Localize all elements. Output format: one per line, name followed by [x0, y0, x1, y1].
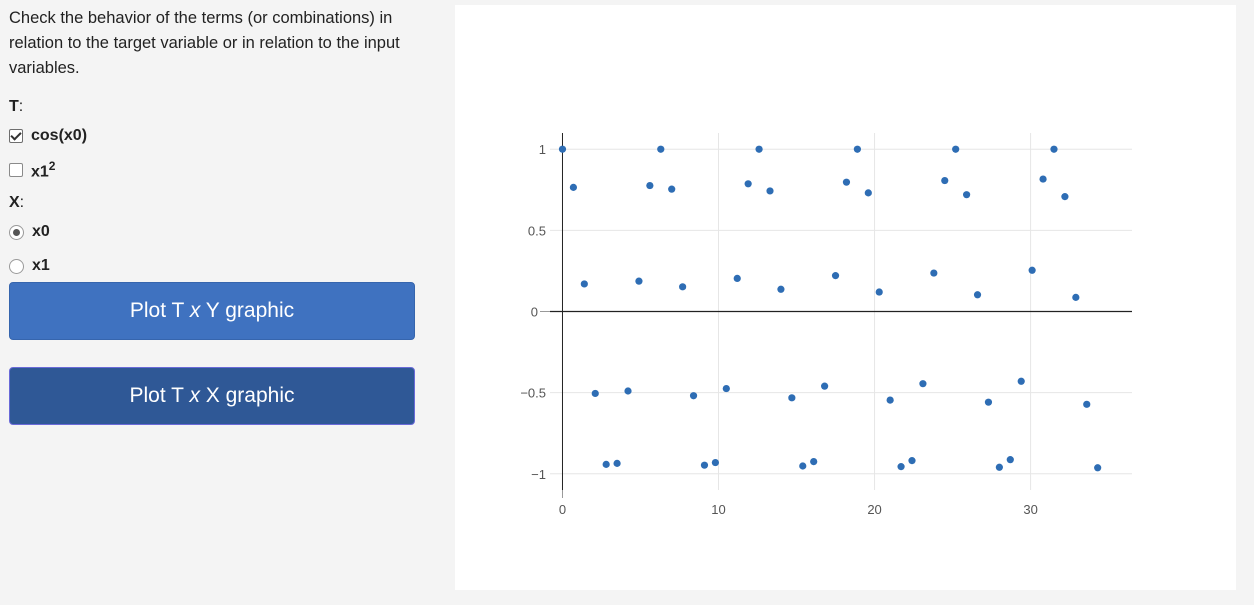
y-tick-label: 0.5	[528, 223, 546, 238]
plot-panel: 1 0.5 0 −0.5 −1 0 10 20 30	[455, 5, 1236, 590]
data-point	[646, 181, 654, 190]
data-point	[941, 176, 949, 185]
data-point	[821, 382, 829, 390]
data-point	[624, 387, 632, 395]
x-label-x0: x0	[32, 223, 50, 240]
data-point	[744, 180, 752, 188]
data-point	[864, 189, 872, 197]
controls-sidebar: Check the behavior of the terms (or comb…	[9, 6, 419, 425]
term-label-cos-x0: cos(x0)	[31, 127, 88, 144]
data-point	[995, 463, 1003, 471]
data-point	[886, 396, 894, 404]
y-tick-label: 0	[531, 305, 538, 320]
data-point	[1028, 266, 1036, 274]
data-point	[580, 280, 588, 288]
plot-t-x-x-button[interactable]: Plot T x X graphic	[9, 367, 415, 425]
data-point	[952, 145, 960, 153]
x-tick-label: 20	[867, 502, 881, 517]
data-point	[1083, 400, 1091, 408]
x-radio-x0[interactable]	[9, 224, 24, 240]
data-point	[1039, 175, 1047, 183]
x-tick-label: 10	[711, 502, 725, 517]
data-point	[1017, 377, 1025, 385]
data-point	[788, 394, 796, 402]
data-point	[919, 380, 927, 388]
data-point	[1094, 464, 1102, 472]
x-radio-x1[interactable]	[9, 258, 24, 274]
data-point	[853, 145, 861, 153]
data-point	[777, 285, 785, 293]
data-point	[569, 183, 578, 191]
x-option-x1[interactable]: x1	[9, 249, 419, 283]
data-point	[711, 458, 719, 467]
data-point	[602, 460, 610, 468]
data-point	[679, 283, 687, 291]
term-label-x1-squared: x12	[31, 158, 56, 181]
data-point	[810, 458, 818, 466]
data-point	[984, 398, 993, 406]
x-group-label: X:	[9, 194, 25, 211]
data-point	[930, 269, 938, 277]
data-point	[591, 389, 599, 398]
data-point	[733, 274, 741, 282]
term-option-cos-x0[interactable]: cos(x0)	[9, 119, 419, 153]
y-tick-label: −1	[531, 467, 546, 482]
data-point	[558, 145, 567, 153]
term-checkbox-x1-squared[interactable]	[9, 163, 23, 177]
x-option-x0[interactable]: x0	[9, 215, 419, 249]
x-tick-label: 30	[1023, 502, 1037, 517]
data-point	[766, 187, 774, 195]
y-tick-label: −0.5	[520, 386, 546, 401]
data-point	[689, 392, 698, 400]
data-point	[613, 459, 621, 467]
data-point	[908, 457, 916, 465]
data-point	[875, 288, 883, 296]
data-point	[1072, 293, 1080, 301]
terms-group-label: T:	[9, 98, 24, 115]
data-point	[722, 384, 730, 393]
data-point	[755, 145, 763, 153]
x-tick-label: 0	[559, 502, 566, 517]
data-point	[799, 462, 807, 470]
term-checkbox-cos-x0[interactable]	[9, 129, 23, 143]
instructions-text: Check the behavior of the terms (or comb…	[9, 9, 400, 77]
data-point	[635, 277, 643, 285]
x-label-x1: x1	[32, 257, 50, 274]
scatter-plot[interactable]: 1 0.5 0 −0.5 −1 0 10 20 30	[455, 5, 1236, 590]
data-point	[700, 461, 709, 469]
data-point	[1050, 145, 1058, 153]
plot-t-x-y-button[interactable]: Plot T x Y graphic	[9, 282, 415, 340]
data-point	[973, 291, 982, 299]
term-option-x1-squared[interactable]: x12	[9, 153, 419, 187]
data-point	[668, 185, 676, 193]
data-point	[897, 463, 905, 471]
data-point	[963, 191, 971, 199]
data-point	[1061, 193, 1069, 201]
data-point	[831, 272, 840, 280]
y-tick-label: 1	[539, 142, 546, 157]
data-point	[842, 178, 851, 186]
data-point	[657, 145, 665, 153]
data-point	[1006, 456, 1014, 464]
